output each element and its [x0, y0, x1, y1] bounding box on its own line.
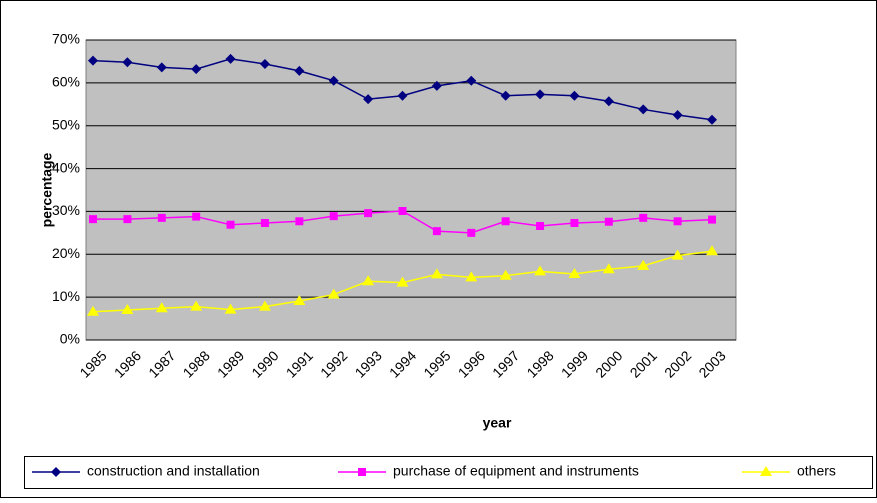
marker: [88, 55, 98, 66]
marker: [192, 212, 201, 221]
marker: [260, 219, 269, 227]
marker: [362, 275, 375, 286]
marker: [672, 110, 683, 120]
marker: [706, 245, 718, 256]
marker: [534, 265, 547, 276]
marker: [603, 96, 614, 107]
marker: [156, 62, 167, 73]
marker: [51, 467, 61, 477]
marker: [123, 215, 132, 224]
marker: [673, 217, 682, 226]
marker: [327, 288, 340, 299]
marker: [499, 269, 512, 280]
marker: [760, 466, 772, 476]
marker: [465, 271, 478, 282]
marker: [500, 90, 511, 101]
marker: [671, 249, 684, 260]
marker: [259, 59, 270, 69]
marker: [121, 304, 134, 314]
marker: [638, 104, 649, 115]
marker: [602, 263, 615, 274]
marker: [430, 268, 443, 279]
legend-label: purchase of equipment and instruments: [393, 463, 639, 479]
marker: [87, 305, 99, 316]
marker: [358, 468, 366, 476]
marker: [536, 222, 545, 230]
marker: [328, 75, 339, 86]
marker: [157, 213, 166, 222]
marker: [225, 53, 236, 64]
y-tick-label: 70%: [52, 31, 80, 47]
plot-area: [85, 39, 737, 341]
marker: [466, 75, 477, 86]
marker: [122, 57, 133, 68]
marker: [258, 300, 271, 311]
marker: [432, 227, 441, 236]
marker: [226, 220, 235, 229]
marker: [295, 217, 304, 226]
y-tick-label: 30%: [52, 202, 80, 218]
marker: [467, 228, 476, 237]
marker: [604, 217, 613, 226]
marker: [224, 303, 237, 314]
marker: [396, 276, 409, 287]
legend-label: others: [797, 463, 836, 479]
x-axis-label: year: [483, 415, 512, 431]
marker: [190, 300, 203, 311]
y-tick-label: 10%: [52, 288, 80, 304]
y-tick-label: 50%: [52, 116, 80, 132]
y-axis-label: percentage: [39, 152, 55, 227]
marker: [639, 213, 648, 222]
y-tick-label: 40%: [52, 159, 80, 175]
marker: [431, 80, 442, 91]
marker: [501, 217, 510, 226]
y-tick-label: 60%: [52, 74, 80, 90]
marker: [89, 215, 97, 224]
marker: [191, 64, 202, 75]
y-tick-label: 0%: [60, 331, 80, 347]
marker: [708, 215, 716, 224]
marker: [637, 259, 650, 270]
legend-label: construction and installation: [87, 463, 260, 479]
marker: [535, 89, 546, 100]
marker: [707, 114, 717, 125]
marker: [155, 302, 168, 313]
marker: [570, 219, 579, 227]
marker: [363, 94, 374, 105]
marker: [568, 268, 581, 278]
marker: [329, 212, 338, 221]
marker: [398, 207, 407, 215]
legend-box: [24, 456, 873, 489]
marker: [569, 90, 580, 101]
y-tick-label: 20%: [52, 245, 80, 261]
marker: [397, 90, 408, 101]
marker: [364, 209, 373, 218]
marker: [293, 295, 306, 305]
marker: [294, 65, 305, 76]
